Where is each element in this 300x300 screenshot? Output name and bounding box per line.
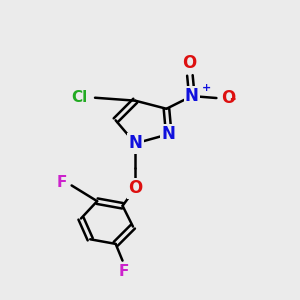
Text: N: N — [185, 87, 199, 105]
Text: +: + — [202, 83, 211, 93]
Text: -: - — [229, 91, 236, 106]
Text: F: F — [118, 263, 129, 278]
Text: O: O — [221, 89, 235, 107]
Text: Cl: Cl — [72, 90, 88, 105]
Text: O: O — [128, 179, 142, 197]
Text: N: N — [128, 134, 142, 152]
Text: N: N — [162, 125, 176, 143]
Text: O: O — [182, 54, 197, 72]
Text: F: F — [57, 175, 67, 190]
